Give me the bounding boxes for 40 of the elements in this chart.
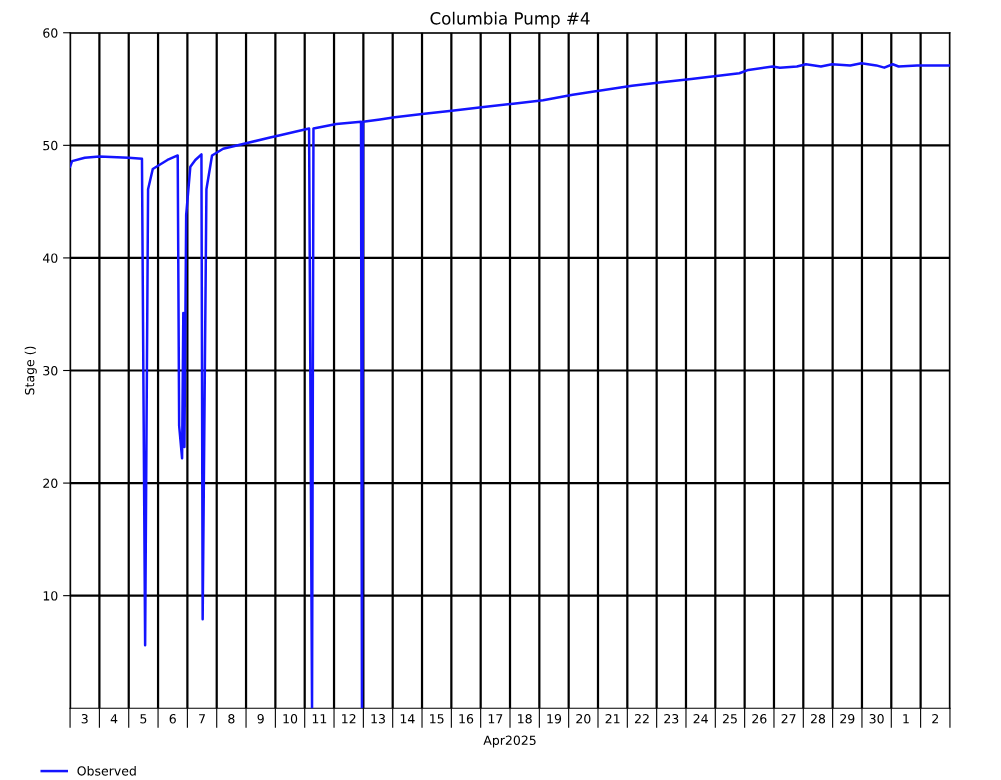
x-tick-label: 22 <box>634 714 649 724</box>
x-tick-label: 15 <box>430 714 444 724</box>
x-tick-label: 14 <box>400 714 415 724</box>
x-tick-label: 6 <box>169 714 176 724</box>
legend-label: Observed <box>77 765 136 776</box>
x-tick-label: 20 <box>576 714 591 724</box>
y-axis-title: Stage () <box>24 346 37 395</box>
x-tick-label: 27 <box>781 714 796 724</box>
x-tick-label: 18 <box>518 714 532 724</box>
y-tick-label: 40 <box>42 253 58 263</box>
x-tick-label: 11 <box>312 714 327 724</box>
x-tick-label: 9 <box>257 714 264 724</box>
x-tick-label: 29 <box>840 714 855 724</box>
x-tick-label: 19 <box>547 714 562 724</box>
x-tick-label: 5 <box>140 714 147 724</box>
x-tick-label: 13 <box>371 714 385 724</box>
x-tick-label: 28 <box>810 714 826 724</box>
x-axis-title: Apr2025 <box>483 735 536 748</box>
x-tick-label: 23 <box>664 714 679 724</box>
x-tick-label: 3 <box>81 714 88 724</box>
x-tick-label: 7 <box>199 714 205 724</box>
y-tick-label: 60 <box>43 28 58 38</box>
x-tick-label: 17 <box>488 714 503 724</box>
x-tick-label: 4 <box>110 714 118 724</box>
y-tick-label: 30 <box>43 365 58 376</box>
x-tick-label: 16 <box>459 714 474 724</box>
x-tick-label: 21 <box>605 714 620 724</box>
x-tick-label: 26 <box>752 714 767 724</box>
x-tick-label: 30 <box>869 714 884 724</box>
x-tick-label: 1 <box>903 714 909 724</box>
x-tick-label: 12 <box>342 714 356 724</box>
x-tick-label: 2 <box>932 714 939 724</box>
y-tick-label: 20 <box>43 478 58 489</box>
y-tick-label: 50 <box>43 140 58 151</box>
y-tick-label: 10 <box>43 591 58 601</box>
x-tick-label: 8 <box>228 714 235 724</box>
chart-title: Columbia Pump #4 <box>430 11 590 28</box>
x-tick-label: 25 <box>722 714 737 724</box>
x-tick-label: 10 <box>283 714 298 724</box>
x-tick-label: 24 <box>693 714 708 724</box>
